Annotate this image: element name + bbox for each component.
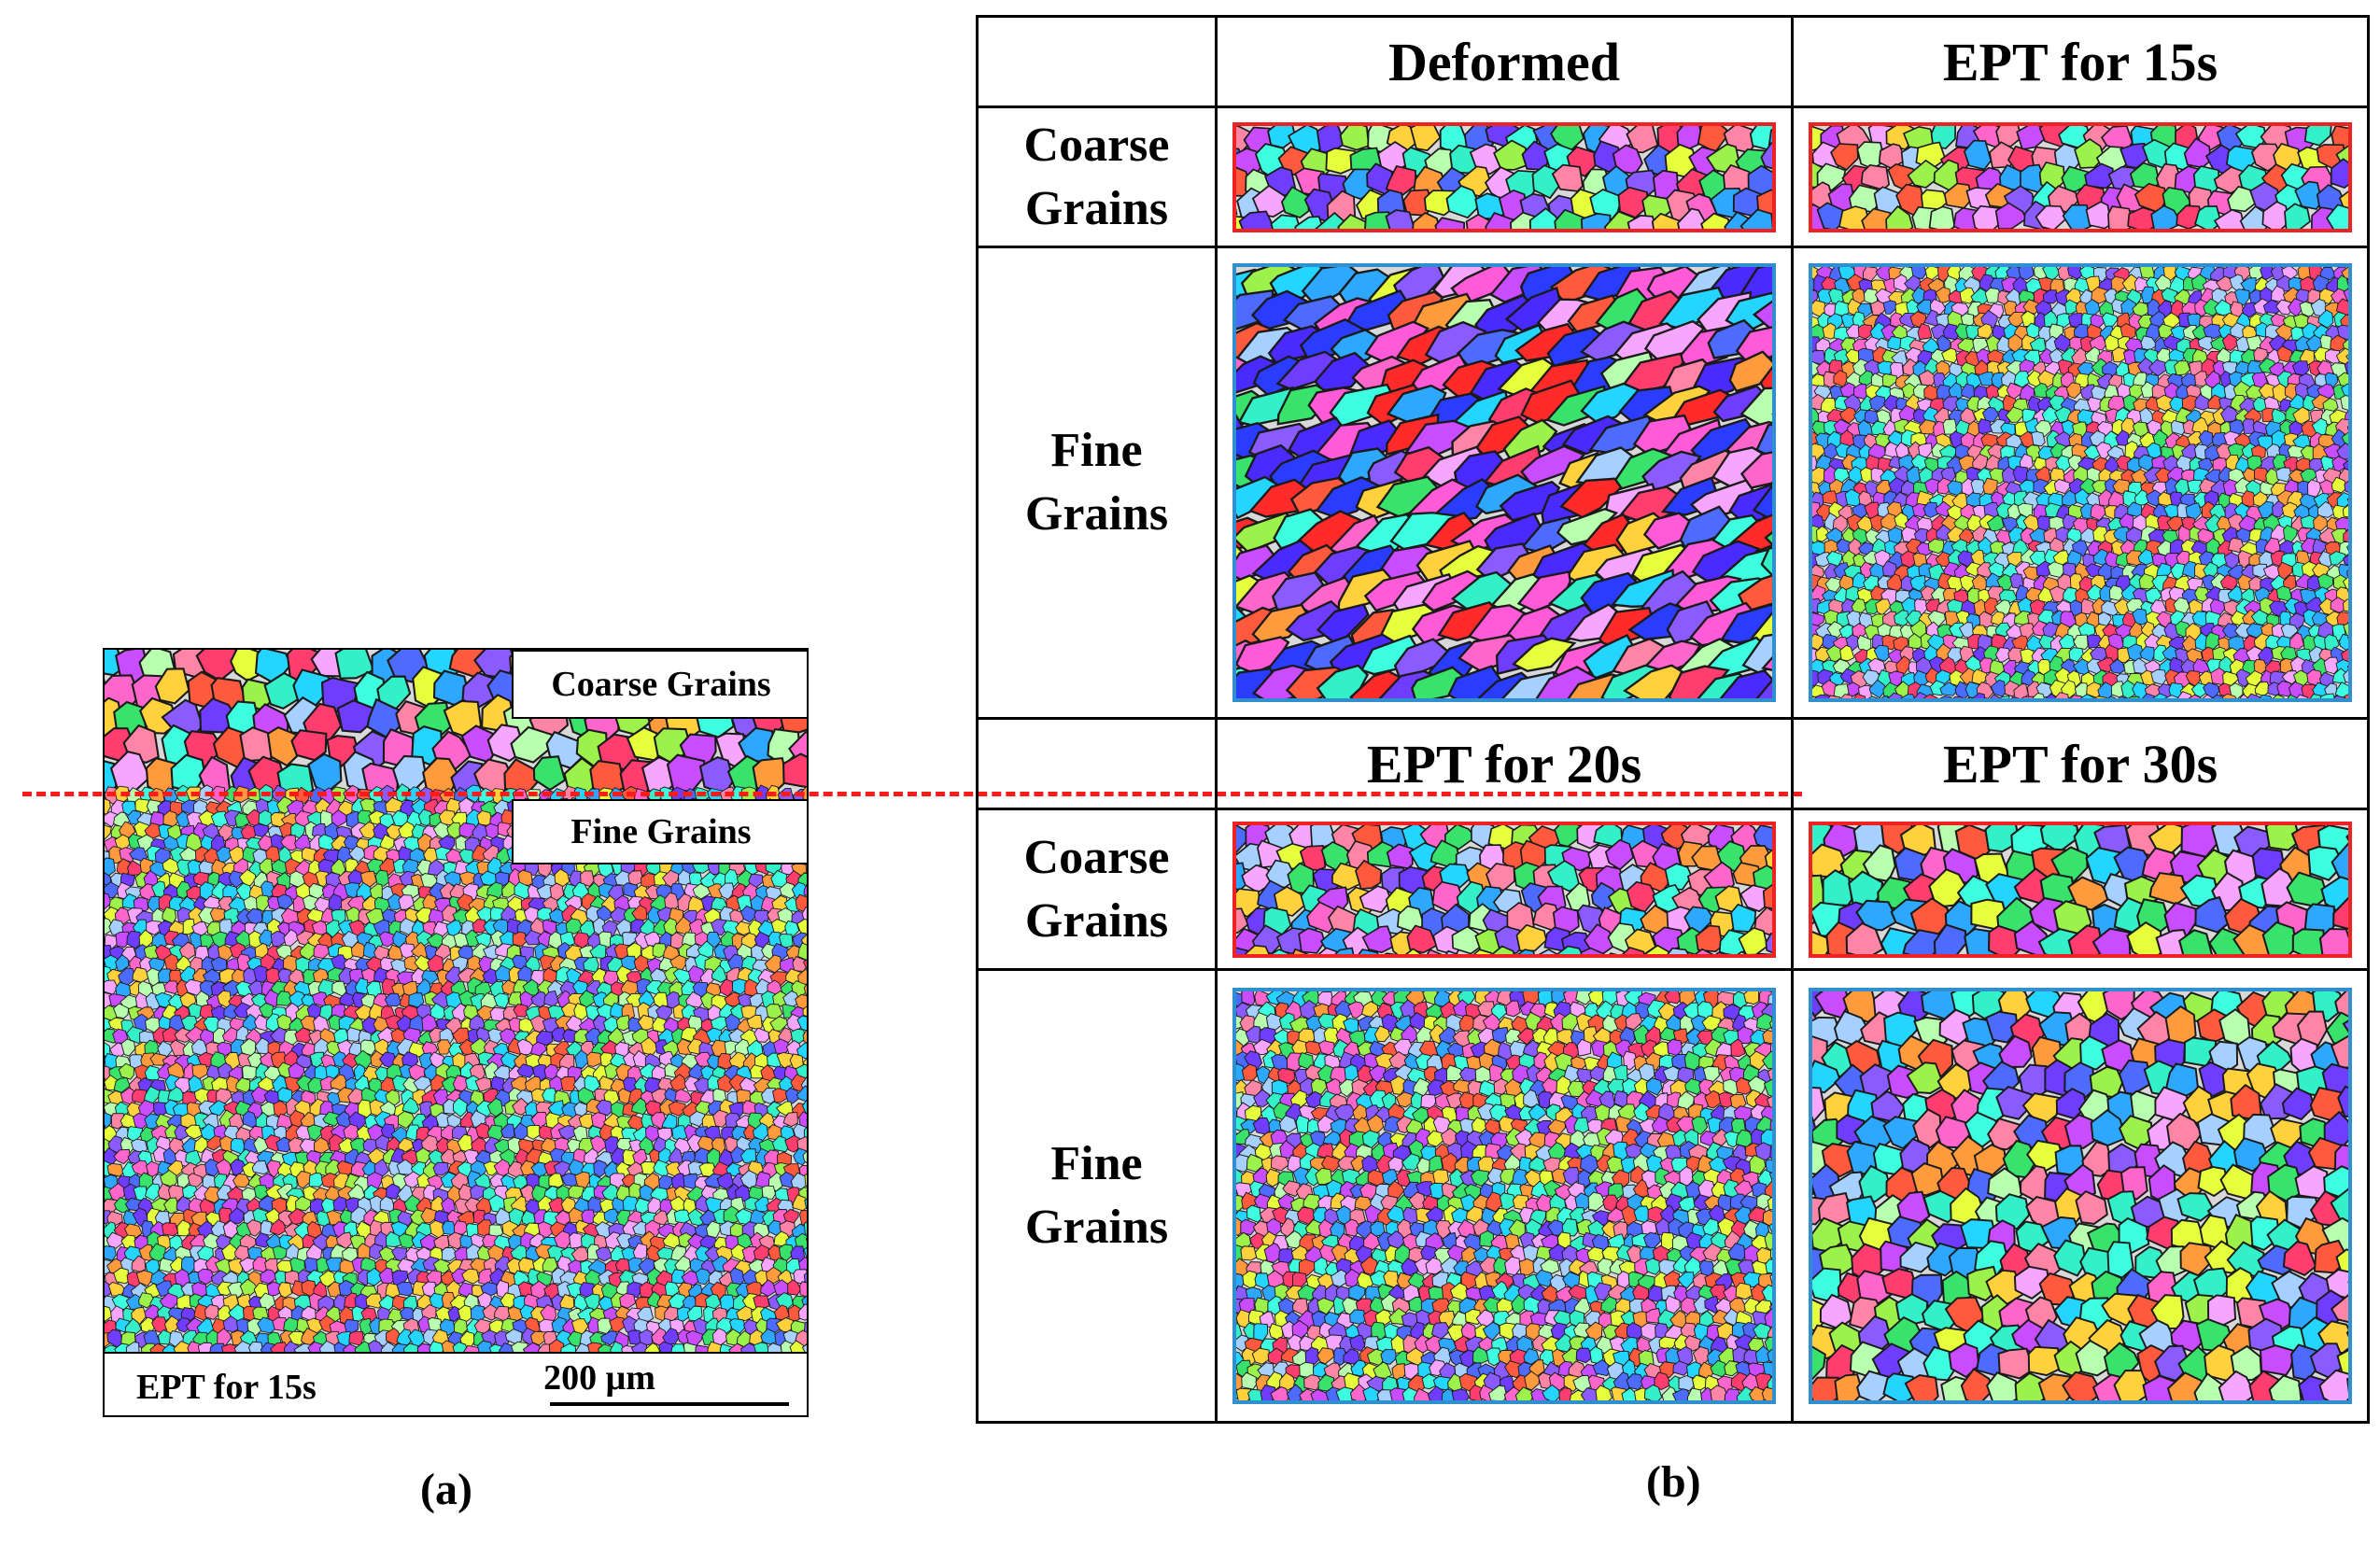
ebsd-ept30-fine — [1809, 988, 2352, 1404]
row-label-line: Grains — [1024, 893, 1169, 948]
header-ept-15s: EPT for 15s — [1791, 15, 2370, 108]
empty-corner-cell-2 — [976, 717, 1218, 810]
coarse-grains-text: Coarse Grains — [551, 665, 771, 704]
row-label-line: Grains — [1024, 1201, 1169, 1254]
ebsd-deformed-coarse — [1232, 121, 1776, 232]
cell-ept15-coarse — [1791, 105, 2370, 248]
row-label-coarse-1: Coarse Grains — [976, 105, 1218, 248]
header-ept-30s: EPT for 30s — [1791, 717, 2370, 810]
cell-deformed-fine — [1215, 246, 1794, 720]
figure-label-b: (b) — [1646, 1457, 1701, 1507]
scale-bar-label: 200 μm — [543, 1358, 655, 1398]
empty-corner-cell — [976, 15, 1218, 108]
row-label-fine-2: Fine Grains — [976, 968, 1218, 1424]
fine-grains-label: Fine Grains — [512, 799, 807, 864]
grain-texture — [1236, 125, 1772, 229]
header-ept-20s: EPT for 20s — [1215, 717, 1794, 810]
grain-texture — [105, 650, 807, 1352]
row-label-line: Coarse — [1023, 118, 1170, 172]
row-label-line: Fine — [1050, 424, 1143, 477]
ebsd-ept30-coarse — [1809, 821, 2352, 958]
grain-texture — [1812, 125, 2348, 229]
row-label-line: Grains — [1024, 181, 1169, 235]
cell-ept30-fine — [1791, 968, 2370, 1424]
grain-texture — [1236, 824, 1772, 954]
grain-boundary-dashed-line — [22, 792, 1802, 796]
grain-texture — [1236, 267, 1772, 698]
coarse-grains-label: Coarse Grains — [512, 650, 807, 719]
cell-ept20-fine — [1215, 968, 1794, 1424]
row-label-line: Grains — [1024, 487, 1169, 541]
scale-bar — [550, 1402, 789, 1406]
row-label-fine-1: Fine Grains — [976, 246, 1218, 720]
ebsd-ept20-fine — [1232, 988, 1776, 1404]
row-label-line: Fine — [1050, 1137, 1143, 1190]
grain-texture — [1236, 991, 1772, 1400]
row-label-coarse-2: Coarse Grains — [976, 808, 1218, 971]
row-label-line: Coarse — [1023, 830, 1170, 884]
cell-ept15-fine — [1791, 246, 2370, 720]
map-caption-strip: EPT for 15s 200 μm — [103, 1352, 809, 1417]
ebsd-ept15-fine — [1809, 263, 2352, 702]
cell-deformed-coarse — [1215, 105, 1794, 248]
fine-grains-text: Fine Grains — [570, 812, 752, 851]
ebsd-map-ept-15s: Coarse Grains Fine Grains — [103, 648, 809, 1354]
figure-label-a: (a) — [420, 1465, 472, 1514]
grain-texture — [1812, 824, 2348, 954]
header-deformed: Deformed — [1215, 15, 1794, 108]
condition-label: EPT for 15s — [136, 1368, 317, 1407]
cell-ept20-coarse — [1215, 808, 1794, 971]
cell-ept30-coarse — [1791, 808, 2370, 971]
grain-texture — [1812, 991, 2348, 1400]
grain-texture — [1812, 267, 2348, 698]
ebsd-ept15-coarse — [1809, 121, 2352, 232]
panel-b-grid: Deformed EPT for 15s Coarse Grains Fine … — [976, 15, 2370, 1424]
ebsd-deformed-fine — [1232, 263, 1776, 702]
ebsd-ept20-coarse — [1232, 821, 1776, 958]
panel-a: Coarse Grains Fine Grains EPT for 15s 20… — [103, 648, 809, 1423]
